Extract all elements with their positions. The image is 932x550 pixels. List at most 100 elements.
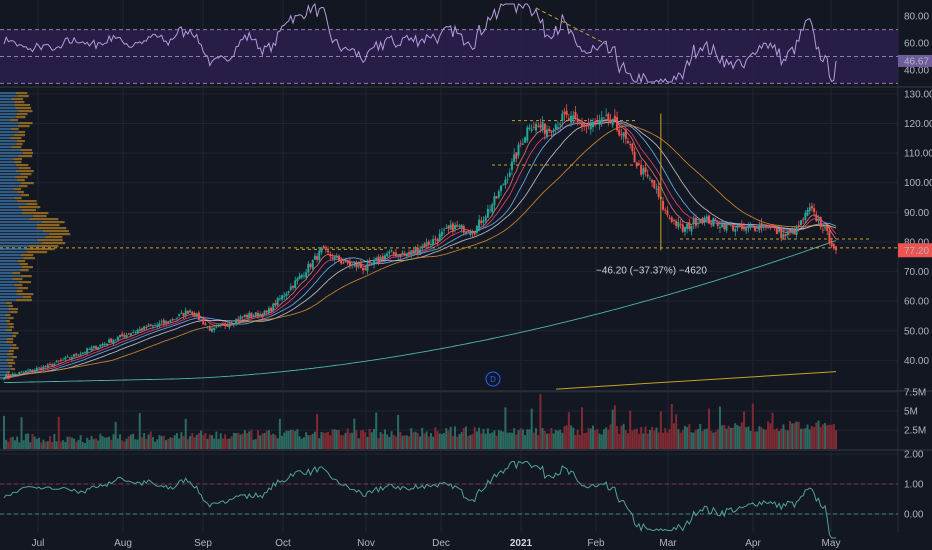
vp-bar-buy — [0, 146, 12, 149]
candle-body — [589, 124, 592, 130]
candle-body — [419, 249, 421, 255]
candle-body — [760, 223, 763, 228]
candle-body — [819, 217, 822, 228]
candle-body — [202, 318, 205, 325]
vp-bar-buy — [0, 299, 17, 302]
candle-body — [204, 323, 207, 325]
candle-body — [259, 313, 262, 317]
volume-bar — [815, 422, 818, 449]
candle-body — [316, 256, 319, 260]
candle-body — [813, 208, 816, 213]
candle-body — [467, 232, 470, 234]
candle-body — [379, 257, 382, 261]
candle-body — [692, 218, 695, 224]
volume-bar — [392, 434, 395, 449]
vp-bar-sell — [11, 356, 17, 359]
volume-bar — [473, 427, 476, 449]
volume-bar — [545, 433, 548, 449]
candle-body — [683, 227, 686, 232]
vp-bar-buy — [0, 230, 43, 233]
vp-bar-sell — [17, 125, 30, 128]
vp-bar-buy — [0, 341, 7, 344]
vp-bar-sell — [12, 278, 23, 281]
candle-body — [66, 356, 69, 358]
volume-bar — [764, 429, 767, 449]
indicator-badge[interactable]: D — [485, 371, 501, 387]
volume-bar — [703, 429, 706, 449]
candle-body — [464, 232, 467, 233]
vp-bar-buy — [0, 356, 12, 359]
price-measure-tool[interactable]: −46.20 (−37.37%) −4620 — [596, 113, 707, 277]
volume-tick-label: 5M — [904, 407, 918, 418]
volume-bar — [692, 432, 695, 449]
volume-bar — [443, 433, 446, 449]
candle-body — [381, 256, 384, 260]
vp-bar-buy — [0, 371, 7, 374]
vp-bar-sell — [8, 365, 13, 368]
candle-body — [140, 328, 143, 331]
vp-bar-buy — [0, 98, 12, 101]
vp-bar-sell — [18, 260, 26, 263]
volume-bar — [283, 432, 286, 449]
volume-bar — [149, 431, 152, 449]
vp-bar-buy — [0, 185, 19, 188]
volume-bar — [151, 437, 154, 449]
vp-bar-sell — [7, 362, 16, 365]
candle-body — [668, 217, 671, 219]
volume-bar — [353, 418, 356, 449]
volume-bar — [125, 438, 128, 449]
volume-bar — [771, 412, 774, 449]
vp-bar-sell — [23, 257, 35, 260]
volume-bar — [541, 427, 544, 449]
volume-bar — [554, 429, 557, 449]
vp-bar-sell — [11, 98, 24, 101]
volume-bar — [241, 433, 244, 449]
vp-bar-buy — [0, 320, 6, 323]
candle-body — [732, 225, 735, 231]
vp-bar-sell — [48, 233, 71, 236]
candle-body — [169, 320, 172, 323]
candle-body — [305, 272, 308, 278]
volume-bar — [357, 438, 360, 449]
volume-bar — [629, 410, 632, 449]
volume-bar — [563, 426, 566, 449]
candle-body — [506, 178, 509, 180]
time-axis-label: Aug — [114, 538, 132, 549]
volume-bar — [756, 431, 759, 449]
candle-body — [88, 349, 91, 350]
candle-body — [556, 127, 559, 129]
candle-body — [302, 275, 305, 277]
candle-body — [195, 313, 198, 317]
volume-bar — [701, 431, 704, 449]
volume-bar — [377, 438, 380, 449]
candle-body — [740, 224, 743, 230]
volume-bar — [24, 433, 27, 449]
volume-bar — [513, 428, 516, 449]
volume-bar — [261, 433, 264, 449]
vp-bar-buy — [0, 125, 18, 128]
volume-bar — [165, 440, 168, 449]
candle-body — [235, 319, 238, 325]
candle-body — [156, 324, 159, 326]
volume-bar — [316, 413, 319, 449]
candles[interactable] — [3, 104, 837, 381]
volume-bar — [729, 427, 732, 449]
vp-bar-buy — [0, 209, 23, 212]
volume-bar — [804, 428, 807, 449]
vp-bar-buy — [0, 161, 15, 164]
candle-body — [762, 224, 765, 227]
vp-bar-sell — [12, 332, 19, 335]
volume-bar — [786, 430, 789, 449]
candle-body — [355, 263, 358, 268]
candle-body — [171, 319, 174, 321]
price-last-tag — [898, 243, 932, 258]
candle-body — [743, 227, 746, 230]
volume-bar — [806, 424, 809, 449]
volume-bar — [35, 438, 38, 449]
vp-bar-sell — [21, 182, 34, 185]
candle-body — [830, 240, 833, 247]
candle-body — [473, 232, 476, 235]
candle-body — [718, 227, 721, 229]
vp-bar-sell — [10, 311, 18, 314]
